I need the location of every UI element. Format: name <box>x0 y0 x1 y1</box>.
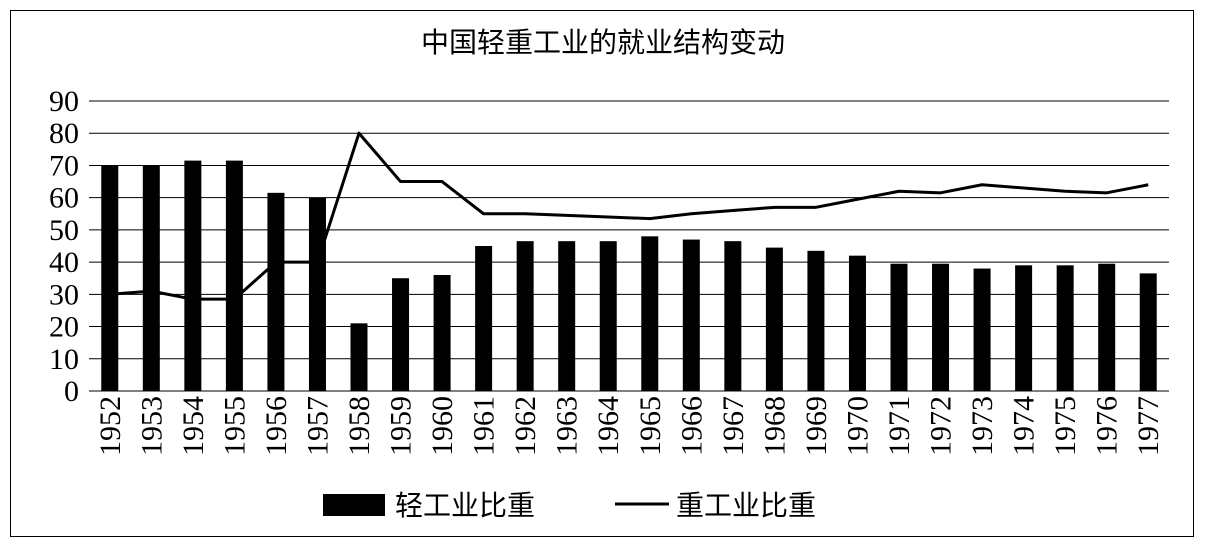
bar-light-industry <box>516 241 534 391</box>
x-tick-label: 1971 <box>883 396 916 456</box>
legend: 轻工业比重 重工业比重 <box>323 489 816 522</box>
bar-light-industry <box>599 241 617 391</box>
x-tick-label: 1975 <box>1049 396 1082 456</box>
x-tick-label: 1957 <box>301 396 334 456</box>
y-tick-label: 40 <box>49 246 79 279</box>
legend-swatch-light-industry <box>323 494 385 516</box>
legend-label-light-industry: 轻工业比重 <box>395 489 535 522</box>
bar-light-industry <box>682 239 700 391</box>
x-tick-label: 1976 <box>1091 396 1124 456</box>
bar-light-industry <box>433 275 451 391</box>
bar-light-industry <box>475 246 493 391</box>
bar-light-industry <box>724 241 742 391</box>
x-tick-label: 1968 <box>758 396 791 456</box>
bar-light-industry <box>558 241 576 391</box>
bar-light-industry <box>1098 263 1116 391</box>
x-tick-label: 1966 <box>675 396 708 456</box>
chart-frame: 中国轻重工业的就业结构变动 0 10 20 30 40 50 60 70 80 90 1952 19… <box>10 10 1194 537</box>
bar-light-industry <box>350 323 368 391</box>
x-tick-label: 1952 <box>94 396 127 456</box>
x-tick-label: 1969 <box>800 396 833 456</box>
x-tick-label: 1955 <box>218 396 251 456</box>
y-tick-label: 20 <box>49 311 79 344</box>
y-tick-label: 30 <box>49 278 79 311</box>
line-series-heavy-industry <box>109 131 1149 301</box>
x-tick-label: 1960 <box>426 396 459 456</box>
bar-light-industry <box>973 268 991 391</box>
x-tick-label: 1970 <box>841 396 874 456</box>
y-tick-label: 50 <box>49 214 79 247</box>
x-tick-label: 1958 <box>343 396 376 456</box>
bar-light-industry <box>1139 273 1157 391</box>
x-tick-label: 1972 <box>925 396 958 456</box>
chart-title: 中国轻重工业的就业结构变动 <box>421 26 785 59</box>
bar-series-light-industry <box>101 160 1157 391</box>
gridlines <box>89 100 1169 392</box>
x-tick-label: 1953 <box>135 396 168 456</box>
x-tick-label: 1977 <box>1132 396 1165 456</box>
bar-light-industry <box>392 278 410 391</box>
x-tick-label: 1967 <box>717 396 750 456</box>
legend-label-heavy-industry: 重工业比重 <box>676 489 816 522</box>
x-tick-label: 1956 <box>260 396 293 456</box>
y-tick-label: 0 <box>64 375 79 408</box>
y-tick-label: 10 <box>49 343 79 376</box>
x-tick-label: 1964 <box>592 396 625 456</box>
x-tick-label: 1959 <box>385 396 418 456</box>
bar-light-industry <box>142 165 160 391</box>
bar-light-industry <box>848 255 866 391</box>
y-tick-label: 70 <box>49 149 79 182</box>
bar-light-industry <box>101 165 119 391</box>
bar-light-industry <box>267 192 285 391</box>
bar-light-industry <box>225 160 243 391</box>
bar-light-industry <box>1015 265 1033 391</box>
bar-light-industry <box>765 247 783 391</box>
x-tick-label: 1973 <box>966 396 999 456</box>
x-tick-label: 1961 <box>468 396 501 456</box>
x-tick-label: 1962 <box>509 396 542 456</box>
bar-light-industry <box>641 236 659 391</box>
bar-light-industry <box>308 197 326 391</box>
x-axis-ticks: 1952 1953 1954 1955 1956 1957 1958 1959 1960 1961… <box>94 396 1165 456</box>
x-tick-label: 1963 <box>551 396 584 456</box>
x-tick-label: 1954 <box>177 396 210 456</box>
line-heavy-industry <box>109 131 1149 301</box>
bar-light-industry <box>890 263 908 391</box>
x-tick-label: 1965 <box>634 396 667 456</box>
y-tick-label: 80 <box>49 117 79 150</box>
bar-light-industry <box>807 250 825 391</box>
y-tick-label: 90 <box>49 85 79 118</box>
bar-light-industry <box>1056 265 1074 391</box>
x-tick-label: 1974 <box>1008 396 1041 456</box>
bar-light-industry <box>932 263 950 391</box>
y-tick-label: 60 <box>49 182 79 215</box>
bar-light-industry <box>184 160 202 391</box>
